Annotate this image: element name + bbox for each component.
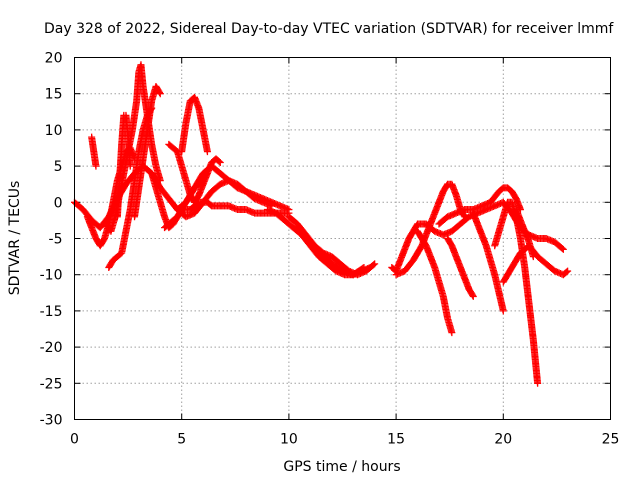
data-point <box>529 253 537 261</box>
series-arc-g <box>131 82 164 221</box>
series-arc-l <box>161 177 207 232</box>
series-arc-k <box>178 93 211 156</box>
data-point <box>156 90 164 98</box>
x-tick-label: 15 <box>387 432 405 448</box>
series-arc-i <box>165 140 224 206</box>
series-arc-u <box>469 209 507 315</box>
y-tick-label: -20 <box>40 340 63 356</box>
y-tick-labels: -30 -25 -20 -15 -10 -5 0 5 10 15 20 <box>40 51 63 429</box>
data-point <box>203 148 211 156</box>
y-tick-label: 0 <box>54 195 63 211</box>
series-arc-s <box>435 184 524 228</box>
data-point <box>370 261 378 269</box>
y-axis-label: SDTVAR / TECUs <box>7 181 23 296</box>
x-tick-label: 25 <box>602 432 620 448</box>
x-tick-label: 10 <box>280 432 298 448</box>
series-arc-f <box>113 111 134 221</box>
data-point <box>559 245 567 253</box>
series-arc-t <box>444 235 477 300</box>
y-tick-label: -5 <box>49 232 63 248</box>
y-tick-label: 20 <box>45 51 63 67</box>
y-tick-label: -15 <box>40 304 63 320</box>
plot-frame <box>74 57 611 420</box>
data-point <box>198 177 206 185</box>
data-point <box>558 244 566 252</box>
series-arc-m <box>263 206 374 279</box>
axis-ticks <box>74 57 611 420</box>
y-tick-label: -30 <box>40 413 63 429</box>
data-point <box>156 177 164 185</box>
data-point <box>469 292 477 300</box>
data-point <box>534 379 542 387</box>
series-arc-x <box>512 206 537 261</box>
x-tick-label: 5 <box>177 432 186 448</box>
series-arc-r <box>414 227 456 337</box>
data-point <box>448 329 456 337</box>
x-axis-label: GPS time / hours <box>283 459 400 475</box>
data-point <box>371 260 379 268</box>
data-point <box>156 88 164 96</box>
y-tick-label: 15 <box>45 87 63 103</box>
data-point <box>469 291 477 299</box>
data-point <box>461 213 469 221</box>
data-point <box>360 263 368 271</box>
data-point <box>499 307 507 315</box>
x-tick-label: 20 <box>494 432 512 448</box>
data-point <box>199 177 207 185</box>
series-arc-o <box>296 227 368 279</box>
data-point <box>126 162 134 170</box>
data-point <box>216 158 224 166</box>
data-point <box>285 206 293 214</box>
series-arc-c <box>88 133 100 170</box>
data-point <box>359 264 367 272</box>
series-arc-e <box>105 104 156 271</box>
data-point <box>563 268 571 276</box>
data-point <box>215 158 223 166</box>
y-tick-label: 10 <box>45 123 63 139</box>
series-arc-w <box>499 242 572 286</box>
y-tick-label: -25 <box>40 376 63 392</box>
y-tick-label: 5 <box>54 159 63 175</box>
data-point <box>460 212 468 220</box>
data-point <box>92 162 100 170</box>
chart-title: Day 328 of 2022, Sidereal Day-to-day VTE… <box>44 21 614 37</box>
x-tick-label: 0 <box>70 432 79 448</box>
data-series <box>71 61 572 387</box>
x-tick-labels: 0 5 10 15 20 25 <box>70 432 619 448</box>
y-tick-label: -10 <box>40 268 63 284</box>
data-point <box>564 267 572 275</box>
